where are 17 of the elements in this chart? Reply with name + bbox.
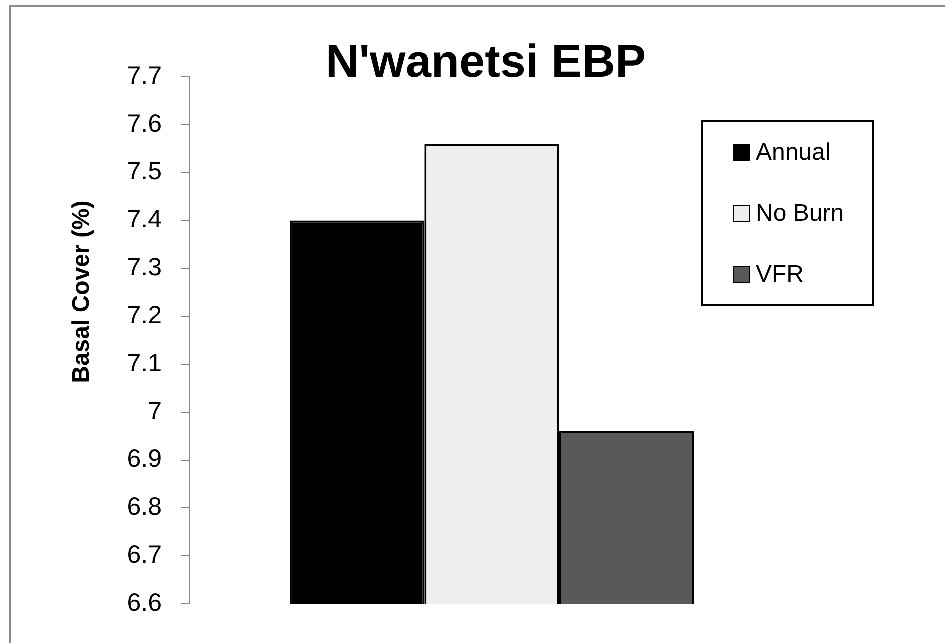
legend-label: VFR — [756, 260, 804, 288]
y-tick-label: 7.1 — [127, 349, 162, 378]
legend-label: Annual — [756, 138, 831, 166]
y-tick-label: 7.5 — [127, 158, 162, 186]
y-tick-label: 6.9 — [127, 445, 162, 474]
y-tick-label: 7.7 — [127, 62, 162, 90]
y-tick-label: 7.4 — [127, 206, 162, 234]
y-tick-label: 7.6 — [127, 110, 162, 138]
y-tick-label: 7.3 — [127, 254, 162, 282]
y-axis-title: Basal Cover (%) — [68, 200, 95, 384]
y-tick-label: 6.7 — [127, 540, 162, 569]
y-tick-label: 6.8 — [127, 493, 162, 522]
y-tick-label: 7.2 — [127, 301, 162, 330]
y-tick-label: 6.6 — [127, 588, 162, 617]
chart-title: N'wanetsi EBP — [326, 35, 646, 87]
legend-label: No Burn — [756, 200, 844, 228]
y-tick-label: 7 — [148, 397, 162, 426]
